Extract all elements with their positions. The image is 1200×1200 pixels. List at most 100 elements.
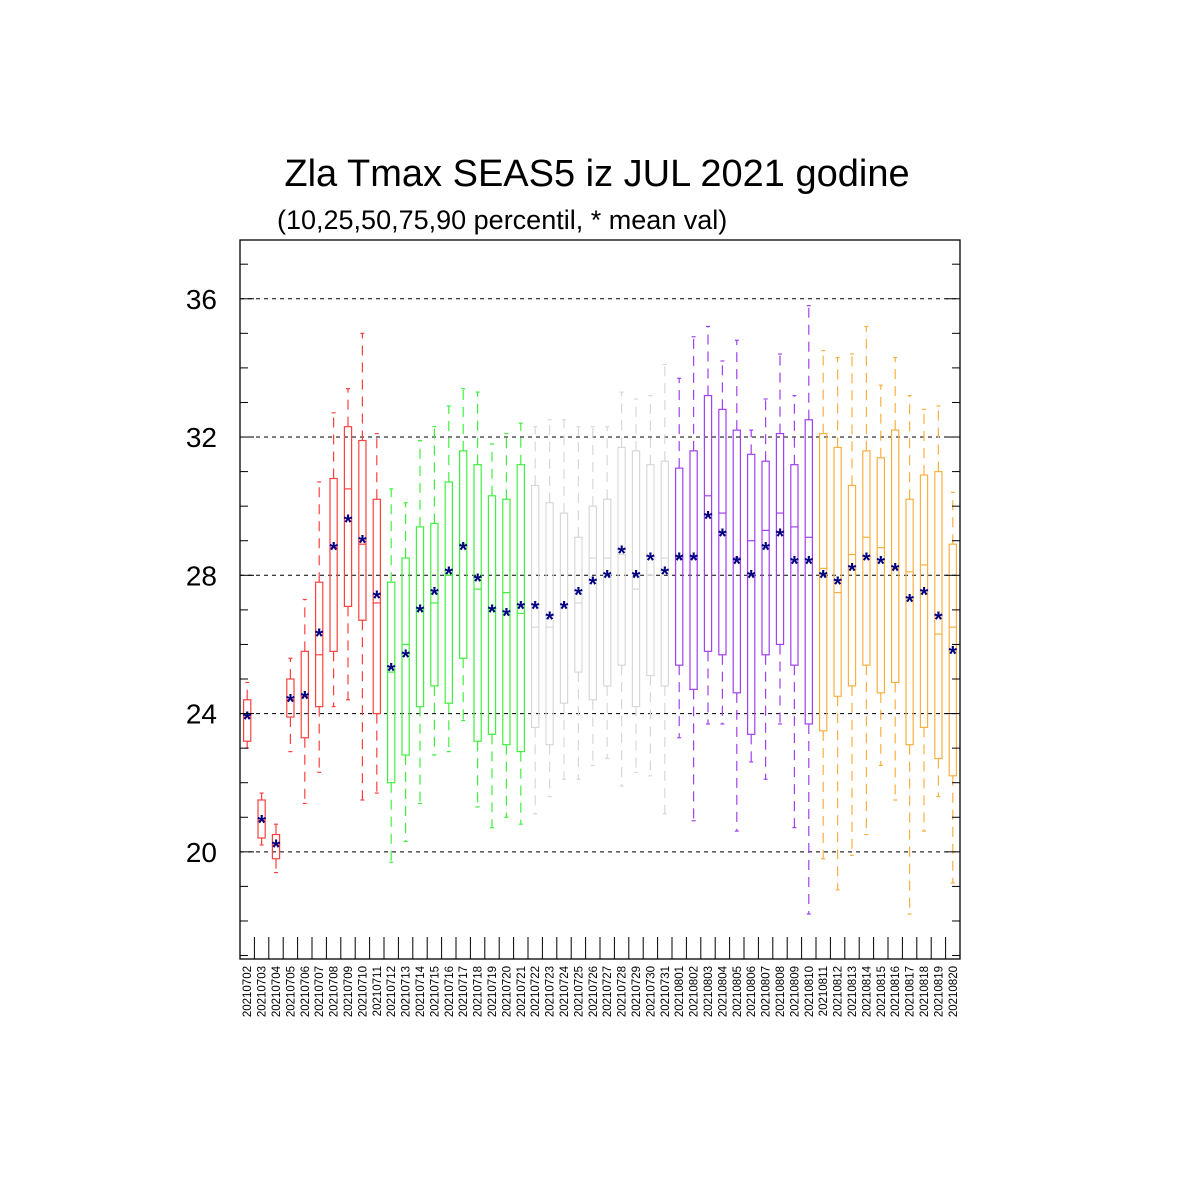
box-20210723 xyxy=(545,419,554,798)
box-iqr xyxy=(732,429,742,694)
box-20210802 xyxy=(689,336,698,822)
grid-lines xyxy=(240,298,960,853)
box-iqr xyxy=(487,495,497,735)
box-20210730 xyxy=(646,394,655,777)
mean-marker: * xyxy=(819,565,828,590)
box-20210726 xyxy=(588,426,598,767)
mean-marker: * xyxy=(704,507,713,532)
box-iqr xyxy=(516,464,526,753)
box-20210819 xyxy=(934,405,943,798)
box-series xyxy=(243,305,958,915)
box-iqr xyxy=(775,432,785,646)
box-20210818 xyxy=(919,408,929,832)
mean-marker: * xyxy=(502,603,511,628)
x-tick-label: 20210711 xyxy=(372,966,384,1016)
x-tick-label: 20210729 xyxy=(631,966,643,1017)
box-iqr xyxy=(703,394,713,652)
x-tick-label: 20210721 xyxy=(516,966,528,1017)
mean-marker: * xyxy=(776,524,785,549)
x-tick-label: 20210818 xyxy=(919,966,931,1017)
x-tick-label: 20210806 xyxy=(746,966,758,1017)
x-tick-label: 20210710 xyxy=(357,966,369,1017)
box-iqr xyxy=(617,446,626,666)
box-20210803 xyxy=(703,325,713,725)
x-tick-label: 20210704 xyxy=(271,965,283,1017)
x-tick-label: 20210715 xyxy=(429,966,441,1017)
box-20210702 xyxy=(243,681,252,749)
x-tick-label: 20210812 xyxy=(833,966,845,1017)
mean-marker: * xyxy=(661,562,670,587)
mean-marker: * xyxy=(329,538,338,563)
box-iqr xyxy=(473,464,482,742)
box-20210717 xyxy=(459,388,468,722)
box-iqr xyxy=(602,498,612,687)
box-iqr xyxy=(660,460,670,687)
y-tick-label: 28 xyxy=(186,560,217,591)
box-iqr xyxy=(545,502,554,746)
x-tick-label: 20210719 xyxy=(487,966,499,1017)
box-20210710 xyxy=(358,332,367,801)
box-iqr xyxy=(919,474,929,728)
box-20210725 xyxy=(574,426,583,780)
y-axis: 20 24 28 32 36 xyxy=(186,263,960,957)
box-20210711 xyxy=(372,432,382,794)
chart-subtitle: (10,25,50,75,90 percentil, * mean val) xyxy=(277,205,727,235)
box-iqr xyxy=(502,498,511,746)
x-tick-label: 20210724 xyxy=(559,965,571,1017)
box-20210815 xyxy=(876,384,886,767)
x-tick-label: 20210819 xyxy=(933,966,945,1017)
box-iqr xyxy=(890,429,900,684)
y-tick-label: 36 xyxy=(186,284,217,315)
box-iqr xyxy=(387,581,396,784)
box-20210712 xyxy=(387,488,396,863)
x-tick-label: 20210810 xyxy=(804,966,816,1017)
box-iqr xyxy=(790,464,799,666)
mean-marker: * xyxy=(358,531,367,556)
mean-marker: * xyxy=(373,586,382,611)
box-20210722 xyxy=(530,426,540,815)
box-20210709 xyxy=(343,388,353,701)
box-20210724 xyxy=(559,419,569,780)
mean-marker: * xyxy=(689,548,698,573)
mean-marker: * xyxy=(387,659,396,684)
box-iqr xyxy=(689,450,698,690)
box-iqr xyxy=(905,498,914,746)
mean-marker: * xyxy=(603,565,612,590)
mean-marker: * xyxy=(315,624,324,649)
mean-marker: * xyxy=(833,572,842,597)
box-iqr xyxy=(934,471,943,760)
box-20210707 xyxy=(315,481,324,773)
x-tick-label: 20210720 xyxy=(501,966,513,1017)
box-20210714 xyxy=(415,439,425,805)
box-iqr xyxy=(876,457,886,694)
mean-marker: * xyxy=(445,562,454,587)
x-tick-label: 20210712 xyxy=(386,966,398,1017)
x-tick-label: 20210727 xyxy=(602,966,614,1017)
box-20210719 xyxy=(487,443,497,829)
mean-marker: * xyxy=(416,600,425,625)
mean-marker: * xyxy=(675,548,684,573)
box-20210715 xyxy=(430,426,439,756)
x-tick-label: 20210728 xyxy=(617,966,629,1017)
chart-title: Zla Tmax SEAS5 iz JUL 2021 godine xyxy=(284,153,909,195)
box-20210806 xyxy=(746,429,756,763)
box-20210729 xyxy=(631,398,641,773)
box-20210810 xyxy=(804,305,814,915)
box-iqr xyxy=(300,650,310,739)
box-iqr xyxy=(444,481,454,704)
x-tick-label: 20210815 xyxy=(876,966,888,1017)
box-20210713 xyxy=(401,502,410,843)
mean-marker: * xyxy=(531,596,540,621)
box-20210804 xyxy=(718,360,727,725)
mean-marker: * xyxy=(905,590,914,615)
box-iqr xyxy=(646,464,655,677)
x-tick-label: 20210705 xyxy=(285,966,297,1017)
x-tick-label: 20210816 xyxy=(890,966,902,1017)
mean-marker: * xyxy=(646,548,655,573)
box-iqr xyxy=(329,477,338,652)
box-iqr xyxy=(588,505,598,701)
box-iqr xyxy=(286,678,295,718)
box-iqr xyxy=(818,432,828,732)
x-tick-label: 20210820 xyxy=(948,966,960,1017)
mean-marker: * xyxy=(761,538,770,563)
